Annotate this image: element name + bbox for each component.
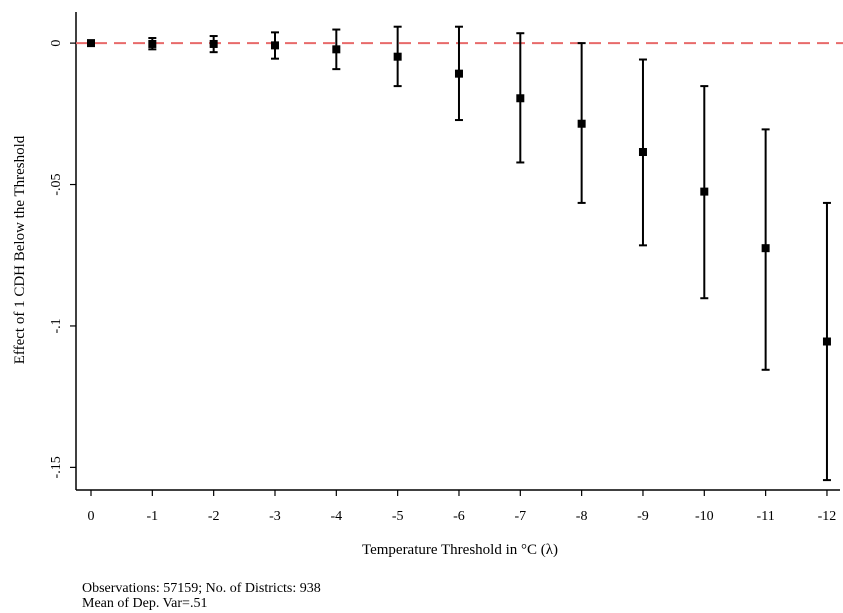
x-tick-label: -11 (757, 509, 775, 524)
y-tick-label: -.15 (49, 456, 64, 478)
x-tick-label: -2 (208, 509, 220, 524)
estimate-marker (700, 187, 709, 196)
estimate-marker (270, 41, 279, 50)
estimate-marker (577, 119, 586, 128)
y-tick-label: -.05 (49, 173, 64, 195)
estimate-marker (638, 148, 647, 157)
coefficient-point-group (270, 31, 279, 60)
x-tick-label: -12 (818, 509, 837, 524)
coefficient-point-group (638, 58, 647, 247)
data-marks (87, 25, 831, 482)
x-tick-label: -10 (695, 509, 714, 524)
coefficient-point-group (87, 39, 95, 48)
coefficient-point-group (577, 42, 586, 204)
estimate-marker (454, 69, 463, 78)
estimate-marker (87, 39, 95, 48)
axes: 0 -.05 -.1 -.15 0 -1 -2 -3 -4 -5 -6 -7 -8 -9 -10 -11 -12 (49, 12, 840, 524)
mean-dep-var-note: Mean of Dep. Var=.51 (82, 596, 208, 611)
x-tick-label: -6 (453, 509, 465, 524)
x-tick-label: -5 (392, 509, 404, 524)
y-tick-label: 0 (49, 40, 64, 47)
x-tick-label: -1 (146, 509, 158, 524)
coefficient-point-group (700, 85, 709, 300)
y-tick-label: -.1 (49, 318, 64, 333)
x-tick-label: -3 (269, 509, 281, 524)
coefficient-point-group (516, 32, 525, 164)
x-tick-label: -8 (576, 509, 588, 524)
observations-note: Observations: 57159; No. of Districts: 9… (82, 581, 321, 596)
coefficient-point-group (454, 25, 463, 122)
estimate-marker (516, 94, 525, 103)
estimate-marker (761, 244, 770, 253)
coefficient-point-group (822, 201, 831, 482)
estimate-marker (332, 45, 341, 54)
estimate-marker (209, 39, 218, 48)
coefficient-point-group (393, 25, 402, 88)
x-tick-label: 0 (88, 509, 95, 524)
coefficient-point-group (148, 37, 157, 51)
x-tick-label: -9 (637, 509, 649, 524)
coefficient-point-group (761, 128, 770, 371)
estimate-marker (393, 52, 402, 61)
x-tick-label: -4 (330, 509, 342, 524)
estimate-marker (822, 337, 831, 346)
coefficient-point-group (332, 28, 341, 71)
estimate-marker (148, 39, 157, 48)
x-tick-label: -7 (514, 509, 526, 524)
coefficient-point-group (209, 35, 218, 54)
y-axis-label: Effect of 1 CDH Below the Threshold (12, 135, 28, 364)
x-axis-label: Temperature Threshold in °C (λ) (362, 542, 558, 558)
